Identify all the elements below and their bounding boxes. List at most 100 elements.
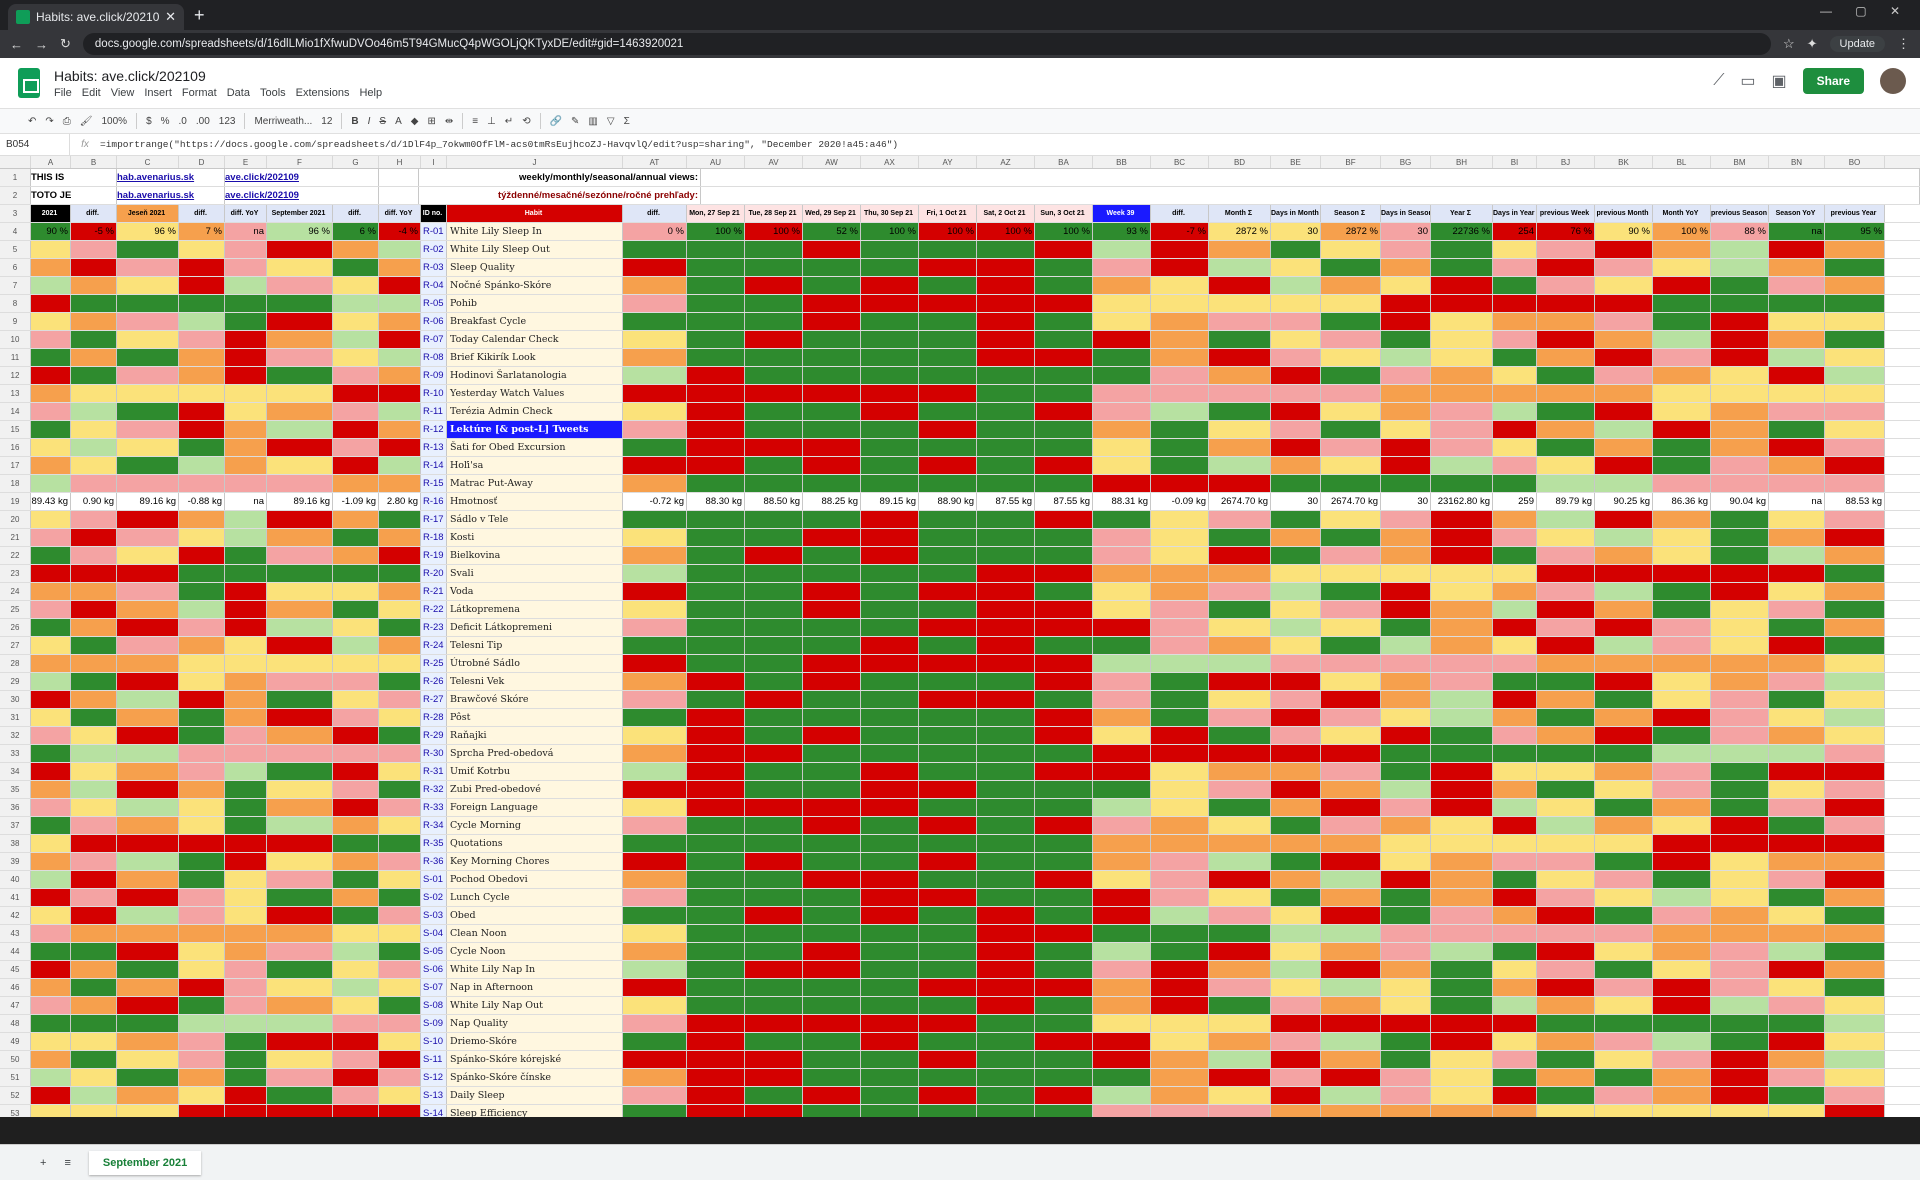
data-cell[interactable] (379, 349, 421, 366)
data-cell[interactable] (1271, 259, 1321, 276)
data-cell[interactable] (1769, 1033, 1825, 1050)
data-cell[interactable] (1271, 1105, 1321, 1117)
data-cell[interactable] (1711, 1105, 1769, 1117)
data-cell[interactable] (1653, 619, 1711, 636)
data-cell[interactable] (1321, 403, 1381, 420)
text-color-icon[interactable]: A (395, 115, 402, 127)
data-cell[interactable] (1711, 331, 1769, 348)
data-cell[interactable] (1595, 889, 1653, 906)
column-header-bg[interactable]: BG (1381, 156, 1431, 168)
data-cell[interactable] (1769, 403, 1825, 420)
menu-extensions[interactable]: Extensions (295, 86, 350, 99)
data-cell[interactable] (1493, 799, 1537, 816)
trend-icon[interactable]: ⟋ (1713, 72, 1725, 89)
habit-id-cell[interactable]: R-21 (421, 583, 447, 600)
data-cell[interactable] (861, 619, 919, 636)
data-cell[interactable] (1769, 583, 1825, 600)
data-cell[interactable] (1381, 1087, 1431, 1104)
data-cell[interactable] (1431, 889, 1493, 906)
data-cell[interactable] (333, 889, 379, 906)
data-cell[interactable] (1271, 367, 1321, 384)
data-cell[interactable] (1381, 853, 1431, 870)
data-cell[interactable] (623, 835, 687, 852)
data-cell[interactable] (861, 1069, 919, 1086)
doc-title[interactable]: Habits: ave.click/202109 (54, 67, 206, 84)
data-cell[interactable] (1151, 817, 1209, 834)
data-cell[interactable] (1271, 853, 1321, 870)
data-cell[interactable]: 90 % (31, 223, 71, 240)
data-cell[interactable] (803, 907, 861, 924)
data-cell[interactable] (333, 1033, 379, 1050)
data-cell[interactable] (977, 421, 1035, 438)
data-cell[interactable] (861, 367, 919, 384)
data-cell[interactable] (379, 547, 421, 564)
data-cell[interactable] (1431, 511, 1493, 528)
data-cell[interactable] (267, 385, 333, 402)
data-cell[interactable] (919, 961, 977, 978)
data-cell[interactable] (861, 1033, 919, 1050)
habit-id-cell[interactable]: R-23 (421, 619, 447, 636)
habit-id-cell[interactable]: S-12 (421, 1069, 447, 1086)
data-cell[interactable] (1431, 259, 1493, 276)
habit-name-cell[interactable]: Sleep Quality (447, 259, 623, 276)
row-number[interactable]: 44 (0, 943, 31, 960)
data-cell[interactable] (977, 835, 1035, 852)
data-cell[interactable] (1209, 529, 1271, 546)
data-cell[interactable] (1035, 889, 1093, 906)
row-number[interactable]: 6 (0, 259, 31, 276)
data-cell[interactable] (1321, 529, 1381, 546)
data-cell[interactable] (745, 1051, 803, 1068)
data-cell[interactable] (919, 421, 977, 438)
data-cell[interactable] (179, 421, 225, 438)
column-header-bm[interactable]: BM (1711, 156, 1769, 168)
data-cell[interactable] (1653, 583, 1711, 600)
row-number[interactable]: 1 (0, 169, 31, 186)
data-cell[interactable] (745, 583, 803, 600)
data-cell[interactable] (71, 457, 117, 474)
data-cell[interactable] (1271, 727, 1321, 744)
row-number[interactable]: 52 (0, 1087, 31, 1104)
data-cell[interactable] (1431, 655, 1493, 672)
data-cell[interactable] (71, 277, 117, 294)
data-cell[interactable] (1653, 691, 1711, 708)
row-number[interactable]: 20 (0, 511, 31, 528)
data-cell[interactable] (1493, 889, 1537, 906)
rotate-icon[interactable]: ⟲ (522, 115, 531, 127)
data-cell[interactable] (1493, 871, 1537, 888)
data-cell[interactable] (1595, 619, 1653, 636)
data-cell[interactable] (1321, 277, 1381, 294)
data-cell[interactable] (1151, 979, 1209, 996)
data-cell[interactable] (1769, 313, 1825, 330)
data-cell[interactable] (333, 439, 379, 456)
habit-id-cell[interactable]: R-01 (421, 223, 447, 240)
data-cell[interactable] (1431, 349, 1493, 366)
data-cell[interactable] (1431, 907, 1493, 924)
habit-id-cell[interactable]: R-03 (421, 259, 447, 276)
data-cell[interactable] (117, 889, 179, 906)
data-cell[interactable] (179, 1087, 225, 1104)
data-cell[interactable] (687, 745, 745, 762)
data-cell[interactable] (1321, 601, 1381, 618)
data-cell[interactable] (117, 565, 179, 582)
data-cell[interactable] (179, 529, 225, 546)
data-cell[interactable] (225, 457, 267, 474)
data-cell[interactable] (623, 637, 687, 654)
data-cell[interactable] (1769, 439, 1825, 456)
data-cell[interactable] (1431, 367, 1493, 384)
data-cell[interactable] (1595, 853, 1653, 870)
data-cell[interactable] (179, 673, 225, 690)
data-cell[interactable] (1769, 331, 1825, 348)
data-cell[interactable] (745, 277, 803, 294)
row-number[interactable]: 49 (0, 1033, 31, 1050)
data-cell[interactable] (71, 817, 117, 834)
data-cell[interactable] (1493, 709, 1537, 726)
row-number[interactable]: 50 (0, 1051, 31, 1068)
data-cell[interactable] (1711, 961, 1769, 978)
data-cell[interactable] (117, 619, 179, 636)
data-cell[interactable] (1209, 511, 1271, 528)
data-cell[interactable] (225, 1033, 267, 1050)
data-cell[interactable] (1493, 241, 1537, 258)
data-cell[interactable] (71, 349, 117, 366)
data-cell[interactable] (1209, 1087, 1271, 1104)
column-title[interactable]: diff. (71, 205, 117, 222)
